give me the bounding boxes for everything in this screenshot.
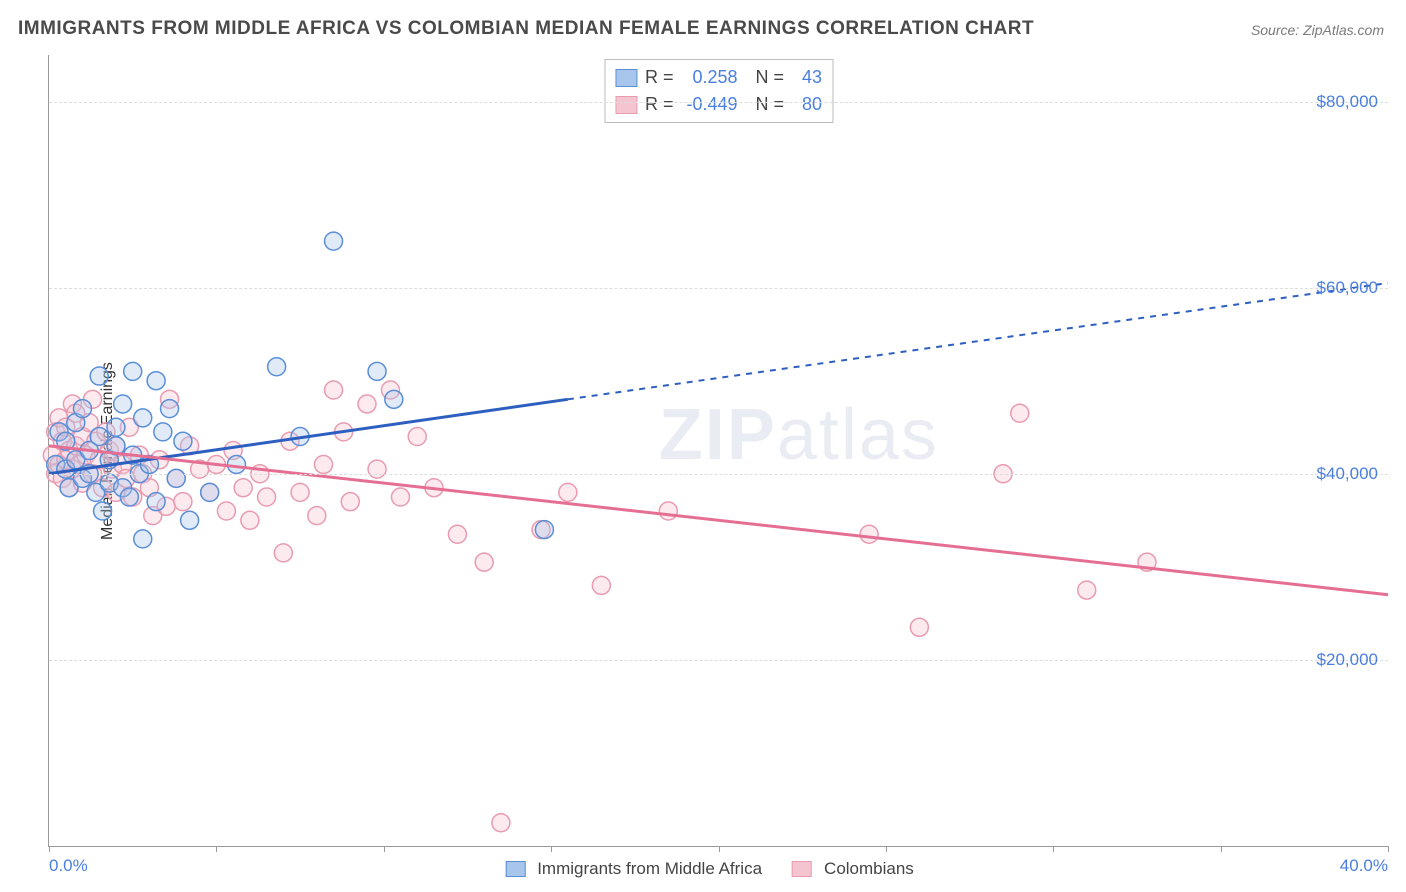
scatter-point bbox=[910, 618, 928, 636]
scatter-point bbox=[659, 502, 677, 520]
y-tick-label: $20,000 bbox=[1317, 650, 1378, 670]
x-min-label: 0.0% bbox=[49, 856, 88, 876]
regression-line-dashed bbox=[568, 283, 1388, 399]
gridline bbox=[49, 102, 1388, 103]
x-tick bbox=[719, 846, 720, 852]
scatter-point bbox=[1011, 404, 1029, 422]
scatter-point bbox=[120, 488, 138, 506]
gridline bbox=[49, 660, 1388, 661]
scatter-point bbox=[94, 502, 112, 520]
scatter-point bbox=[134, 530, 152, 548]
r-value: -0.449 bbox=[682, 91, 738, 118]
scatter-point bbox=[90, 367, 108, 385]
n-value: 80 bbox=[792, 91, 822, 118]
scatter-point bbox=[475, 553, 493, 571]
legend-label: Immigrants from Middle Africa bbox=[537, 859, 762, 879]
x-tick bbox=[1053, 846, 1054, 852]
scatter-point bbox=[201, 483, 219, 501]
y-tick-label: $40,000 bbox=[1317, 464, 1378, 484]
scatter-point bbox=[181, 511, 199, 529]
legend-label: Colombians bbox=[824, 859, 914, 879]
gridline bbox=[49, 288, 1388, 289]
scatter-point bbox=[291, 483, 309, 501]
n-label: N = bbox=[746, 91, 785, 118]
scatter-point bbox=[217, 502, 235, 520]
scatter-point bbox=[308, 507, 326, 525]
y-tick-label: $80,000 bbox=[1317, 92, 1378, 112]
scatter-point bbox=[154, 423, 172, 441]
scatter-point bbox=[227, 455, 245, 473]
scatter-point bbox=[368, 460, 386, 478]
r-label: R = bbox=[645, 91, 674, 118]
scatter-point bbox=[860, 525, 878, 543]
scatter-point bbox=[559, 483, 577, 501]
gridline bbox=[49, 474, 1388, 475]
x-tick bbox=[1388, 846, 1389, 852]
scatter-point bbox=[325, 232, 343, 250]
scatter-point bbox=[161, 400, 179, 418]
scatter-point bbox=[448, 525, 466, 543]
source-label: Source: ZipAtlas.com bbox=[1251, 22, 1384, 38]
scatter-point bbox=[274, 544, 292, 562]
stats-row: R = -0.449 N = 80 bbox=[615, 91, 822, 118]
x-tick bbox=[886, 846, 887, 852]
scatter-point bbox=[234, 479, 252, 497]
x-tick bbox=[384, 846, 385, 852]
r-value: 0.258 bbox=[682, 64, 738, 91]
scatter-point bbox=[325, 381, 343, 399]
scatter-point bbox=[124, 362, 142, 380]
stats-row: R = 0.258 N = 43 bbox=[615, 64, 822, 91]
scatter-point bbox=[535, 521, 553, 539]
scatter-point bbox=[73, 400, 91, 418]
y-tick-label: $60,000 bbox=[1317, 278, 1378, 298]
chart-title: IMMIGRANTS FROM MIDDLE AFRICA VS COLOMBI… bbox=[18, 18, 1034, 40]
scatter-point bbox=[147, 372, 165, 390]
scatter-point bbox=[314, 455, 332, 473]
n-label: N = bbox=[746, 64, 785, 91]
scatter-point bbox=[492, 814, 510, 832]
x-max-label: 40.0% bbox=[1340, 856, 1388, 876]
scatter-point bbox=[174, 493, 192, 511]
legend-swatch bbox=[615, 69, 637, 87]
legend-swatch bbox=[792, 861, 812, 877]
plot-area: ZIPatlas Median Female Earnings R =0.258… bbox=[48, 55, 1388, 847]
legend-swatch bbox=[615, 96, 637, 114]
chart-svg bbox=[49, 55, 1388, 846]
scatter-point bbox=[147, 493, 165, 511]
stats-legend: R = 0.258 N = 43 R = -0.449 N = 80 bbox=[604, 59, 833, 123]
scatter-point bbox=[167, 469, 185, 487]
scatter-point bbox=[114, 395, 132, 413]
scatter-point bbox=[385, 390, 403, 408]
legend-swatch bbox=[505, 861, 525, 877]
scatter-point bbox=[268, 358, 286, 376]
scatter-point bbox=[592, 576, 610, 594]
x-tick bbox=[49, 846, 50, 852]
x-tick bbox=[216, 846, 217, 852]
x-tick bbox=[551, 846, 552, 852]
scatter-point bbox=[258, 488, 276, 506]
scatter-point bbox=[341, 493, 359, 511]
scatter-point bbox=[408, 428, 426, 446]
scatter-point bbox=[134, 409, 152, 427]
series-legend: Immigrants from Middle Africa Colombians bbox=[505, 859, 932, 879]
scatter-point bbox=[241, 511, 259, 529]
chart-container: IMMIGRANTS FROM MIDDLE AFRICA VS COLOMBI… bbox=[0, 0, 1406, 892]
r-label: R = bbox=[645, 64, 674, 91]
x-tick bbox=[1221, 846, 1222, 852]
scatter-point bbox=[90, 428, 108, 446]
scatter-point bbox=[391, 488, 409, 506]
scatter-point bbox=[358, 395, 376, 413]
scatter-point bbox=[368, 362, 386, 380]
scatter-point bbox=[107, 418, 125, 436]
scatter-point bbox=[1078, 581, 1096, 599]
n-value: 43 bbox=[792, 64, 822, 91]
scatter-point bbox=[174, 432, 192, 450]
